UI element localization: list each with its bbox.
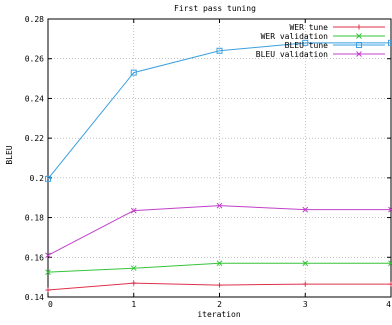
series-line [48, 263, 391, 272]
data-point [303, 282, 308, 287]
legend-entry: BLEU validation [256, 50, 385, 59]
data-point [389, 282, 392, 287]
series-line [48, 43, 391, 179]
chart-title: First pass tuning [174, 4, 256, 13]
axis-ticks: 0.14 0.16 0.18 0.2 0.22 0.24 0.26 0.28 0 1 2 3 4 [25, 15, 391, 309]
series-wer-validation [46, 261, 392, 275]
series-bleu-tune [46, 40, 392, 181]
data-point [357, 25, 362, 30]
y-tick-label: 0.2 [30, 174, 45, 183]
y-tick-label: 0.18 [25, 214, 44, 223]
data-point [46, 288, 51, 293]
y-axis-label: BLEU [5, 145, 14, 164]
y-tick-label: 0.14 [25, 293, 44, 302]
legend-entry: WER tune [289, 23, 385, 32]
series-wer-tune [46, 281, 392, 293]
legend-entry: WER validation [261, 32, 385, 41]
legend-label: BLEU tune [285, 41, 329, 50]
x-tick-label: 4 [386, 300, 391, 309]
x-tick-label: 1 [131, 300, 136, 309]
legend-label: WER validation [261, 32, 329, 41]
y-tick-label: 0.26 [25, 55, 44, 64]
legend-label: WER tune [289, 23, 328, 32]
x-axis-label: iteration [197, 310, 241, 319]
series-lines [46, 40, 392, 292]
y-tick-label: 0.16 [25, 253, 44, 262]
x-tick-label: 3 [303, 300, 308, 309]
data-point [217, 283, 222, 288]
data-point [131, 281, 136, 286]
x-tick-label: 2 [217, 300, 222, 309]
y-tick-label: 0.24 [25, 94, 44, 103]
y-tick-label: 0.28 [25, 15, 44, 24]
series-bleu-validation [46, 203, 392, 258]
y-tick-label: 0.22 [25, 134, 44, 143]
legend-label: BLEU validation [256, 50, 328, 59]
grid [48, 19, 391, 297]
x-tick-label: 0 [48, 300, 53, 309]
